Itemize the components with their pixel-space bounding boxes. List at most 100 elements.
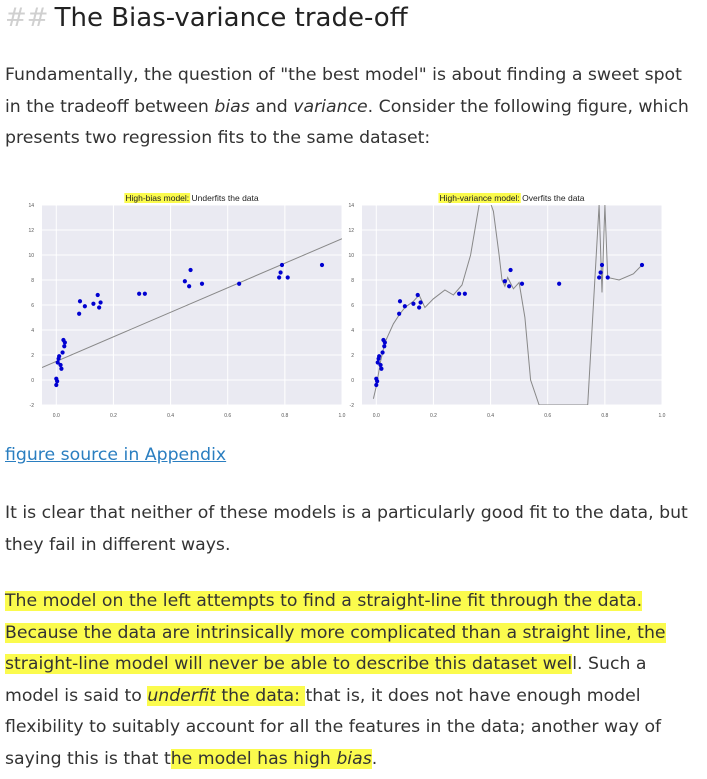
chart-title-highlight-bg <box>438 193 521 203</box>
data-point <box>557 281 562 286</box>
comparison-paragraph: It is clear that neither of these models… <box>5 503 688 555</box>
data-point <box>187 284 192 289</box>
data-point <box>199 281 205 286</box>
y-tick-label: 8 <box>31 278 34 284</box>
chart-title: High-variance model: Overfits the data <box>439 193 584 203</box>
data-point <box>279 262 285 268</box>
high-bias-plot: High-bias model: Underfits the data -2 0 2 4… <box>28 193 346 419</box>
intro-variance-term: variance <box>293 96 368 117</box>
data-point <box>508 267 513 273</box>
underfit-term: underfit <box>147 685 216 706</box>
x-tick-label: 0.6 <box>224 413 231 419</box>
fit-line <box>372 205 643 405</box>
text-period: . <box>371 748 378 769</box>
intro-text: Fundamentally, the question of "the best… <box>5 65 682 117</box>
figure-source-link[interactable]: figure source in Appendix <box>5 445 227 465</box>
data-point <box>411 301 416 306</box>
y-tick-label: 14 <box>348 203 354 209</box>
data-point <box>402 304 407 309</box>
highlighted-the-data: the data: <box>215 685 306 706</box>
x-tick-label: 0.8 <box>281 413 288 419</box>
data-point <box>82 304 87 309</box>
intro-and: and <box>249 96 294 117</box>
data-point <box>91 301 96 306</box>
data-point <box>142 291 147 296</box>
data-point <box>457 291 462 296</box>
data-point <box>382 340 387 345</box>
x-tick-label: 0.0 <box>53 413 60 419</box>
data-point <box>62 344 67 349</box>
data-point <box>379 366 384 371</box>
data-point <box>319 262 325 268</box>
data-point <box>382 344 387 349</box>
data-point <box>418 300 423 305</box>
x-tick-label: 0.6 <box>544 413 551 419</box>
x-tick-label: 0.0 <box>373 413 380 419</box>
x-tick-label: 1.0 <box>339 413 346 419</box>
y-tick-label: 6 <box>351 303 354 309</box>
x-tick-label: 0.2 <box>430 413 437 419</box>
high-variance-plot: High-variance model: Overfits the data -2… <box>348 193 666 419</box>
data-point <box>397 299 403 304</box>
data-point <box>55 360 60 365</box>
data-point <box>507 284 512 289</box>
chart-title-highlight-bg <box>124 193 191 203</box>
chart-title: High-bias model: Underfits the data <box>125 193 259 203</box>
data-point <box>377 354 382 359</box>
section-title: The Bias-variance trade-off <box>54 3 408 33</box>
y-tick-label: -2 <box>30 403 35 409</box>
data-point <box>502 279 507 284</box>
data-point <box>57 354 62 359</box>
chart-title-highlight: High-bias model: <box>125 193 189 203</box>
y-tick-label: 14 <box>28 203 34 209</box>
data-point <box>137 291 142 296</box>
data-point <box>639 262 645 268</box>
x-tick-label: 1.0 <box>659 413 666 419</box>
fit-group <box>372 205 643 405</box>
data-point <box>98 300 103 305</box>
text-l: l <box>572 654 578 674</box>
y-tick-label: 0 <box>351 378 354 384</box>
data-point <box>378 362 383 368</box>
data-point <box>285 275 290 280</box>
data-point <box>97 305 102 310</box>
data-point <box>519 281 525 286</box>
chart-title-rest: Overfits the data <box>520 193 585 203</box>
underfit-paragraph: The model on the left attempts to find a… <box>5 586 695 775</box>
data-point <box>58 362 63 368</box>
text-such: . Such a model is said to <box>5 654 647 706</box>
y-tick-label: 2 <box>351 353 354 359</box>
y-tick-label: 10 <box>348 253 354 259</box>
y-tick-label: 2 <box>31 353 34 359</box>
data-point <box>380 350 385 355</box>
chart-title-highlight: High-variance model: <box>439 193 519 203</box>
data-point <box>95 292 100 298</box>
fit-line <box>42 238 342 368</box>
data-point <box>597 275 602 280</box>
data-point <box>599 262 605 268</box>
data-point <box>77 299 83 304</box>
x-tick-label: 0.8 <box>601 413 608 419</box>
y-tick-label: -2 <box>350 403 355 409</box>
section-heading: ## The Bias-variance trade-off <box>5 3 408 33</box>
y-tick-label: 12 <box>28 228 34 234</box>
data-point <box>55 379 60 384</box>
highlighted-text-2: he model has high <box>170 748 337 769</box>
y-tick-label: 10 <box>28 253 34 259</box>
data-point <box>462 291 467 296</box>
data-point <box>60 350 65 355</box>
data-point <box>415 292 420 298</box>
data-point <box>62 340 67 345</box>
intro-text-end: . Consider the following figure, which p… <box>5 96 689 149</box>
data-point <box>397 311 402 316</box>
data-point <box>59 366 64 371</box>
y-tick-label: 12 <box>348 228 354 234</box>
y-tick-label: 6 <box>31 303 34 309</box>
y-tick-label: 0 <box>31 378 34 384</box>
data-point <box>375 360 380 365</box>
data-point <box>188 267 193 273</box>
intro-paragraph: Fundamentally, the question of "the best… <box>5 60 695 155</box>
markdown-hashes: ## <box>5 3 49 33</box>
data-point <box>77 311 82 316</box>
x-tick-label: 0.4 <box>167 413 174 419</box>
